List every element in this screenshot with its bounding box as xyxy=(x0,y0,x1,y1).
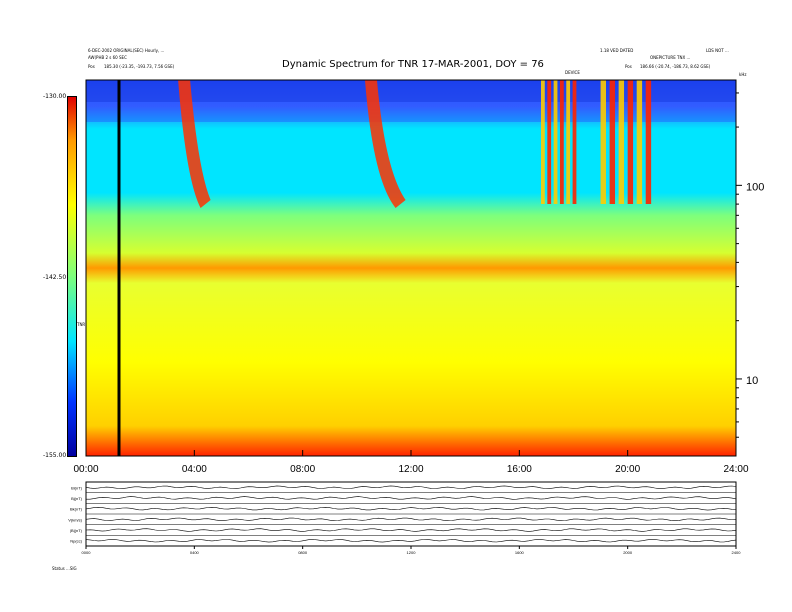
burst-strip-3-1 xyxy=(609,80,616,204)
colorbar-tick-bottom: -155.00 xyxy=(43,452,67,459)
lower-x-tick-label-6: 2400 xyxy=(732,550,742,555)
header-left-pos-label: Pos xyxy=(88,64,95,69)
lower-label-5: Np(cc) xyxy=(70,539,82,544)
burst-strip-3-3 xyxy=(627,80,634,204)
burst-strip-2-5 xyxy=(572,80,577,204)
lower-trace-4 xyxy=(85,528,737,532)
chart-title: Dynamic Spectrum for TNR 17-MAR-2001, DO… xyxy=(282,59,544,70)
x-tick-label-4: 16:00 xyxy=(507,464,532,475)
colorbar-label: TNR xyxy=(77,322,86,327)
header-left-line1: 6-DEC-2002 ORIGINAL(SEC) Hourly, ... xyxy=(88,48,165,53)
lower-trace-1 xyxy=(86,496,737,500)
spectrum-frame xyxy=(85,79,737,457)
header-right-pos-value: 186.66 (-20.74, -186.73, 8.62 GSE) xyxy=(640,64,711,69)
header-right-line3: ONEPICTURE TNX ... xyxy=(650,55,691,60)
lower-trace-2 xyxy=(85,506,737,511)
y-tick-label-0: 100 xyxy=(746,181,764,193)
x-tick-label-5: 20:00 xyxy=(615,464,640,475)
lower-x-tick-label-2: 0800 xyxy=(298,550,308,555)
lower-trace-3 xyxy=(85,517,737,522)
burst-strip-2-4 xyxy=(566,80,571,204)
lower-x-tick-label-4: 1600 xyxy=(515,550,525,555)
x-tick-label-6: 24:00 xyxy=(723,464,748,475)
header-right-line2: LDS NOT ... xyxy=(706,48,729,53)
lower-trace-5 xyxy=(85,539,737,543)
lower-label-3: V(km/s) xyxy=(68,517,82,522)
burst-strip-2-0 xyxy=(541,80,545,204)
lower-label-0: Bi(nT) xyxy=(71,485,83,490)
burst-strip-2-1 xyxy=(547,80,552,204)
x-tick-label-1: 04:00 xyxy=(182,464,207,475)
x-tick-label-0: 00:00 xyxy=(73,464,98,475)
header-left-pos-value: 185.30 (-23.35, -193.73, 7.56 GSE) xyxy=(104,64,175,69)
burst-strip-3-4 xyxy=(636,80,643,204)
x-tick-label-2: 08:00 xyxy=(290,464,315,475)
colorbar-tick-top: -130.00 xyxy=(43,93,67,100)
header-marker-label: DEVICE xyxy=(565,70,580,75)
lower-label-2: Bk(nT) xyxy=(70,507,83,512)
status-footer: Status ...SIG xyxy=(52,566,77,571)
colorbar-tick-mid: -142.50 xyxy=(43,274,67,281)
lower-x-tick-label-3: 1200 xyxy=(407,550,417,555)
lower-trace-0 xyxy=(85,485,737,489)
lower-label-4: |B|(nT) xyxy=(70,528,83,533)
y-axis-unit: kHz xyxy=(739,72,747,77)
time-marker-line xyxy=(117,80,121,456)
burst-feature-1 xyxy=(364,80,406,208)
header-left-line2: AW(PHB 2 s 60 SEC xyxy=(88,55,127,60)
x-tick-label-3: 12:00 xyxy=(398,464,423,475)
burst-strip-3-5 xyxy=(645,80,652,204)
lower-x-tick-label-1: 0400 xyxy=(190,550,200,555)
colorbar xyxy=(67,96,77,457)
burst-strip-2-2 xyxy=(553,80,558,204)
y-tick-label-1: 10 xyxy=(746,375,758,387)
lower-x-tick-label-5: 2000 xyxy=(623,550,633,555)
burst-feature-0 xyxy=(178,80,211,208)
burst-strip-2-3 xyxy=(559,80,564,204)
lower-x-tick-label-0: 0000 xyxy=(82,550,92,555)
burst-strip-3-2 xyxy=(618,80,625,204)
lower-label-1: Bj(nT) xyxy=(71,496,83,501)
header-right-pos-label: Pos xyxy=(625,64,632,69)
burst-strip-3-0 xyxy=(600,80,606,204)
header-right-line1: 1.18 VED DATED xyxy=(600,48,634,53)
